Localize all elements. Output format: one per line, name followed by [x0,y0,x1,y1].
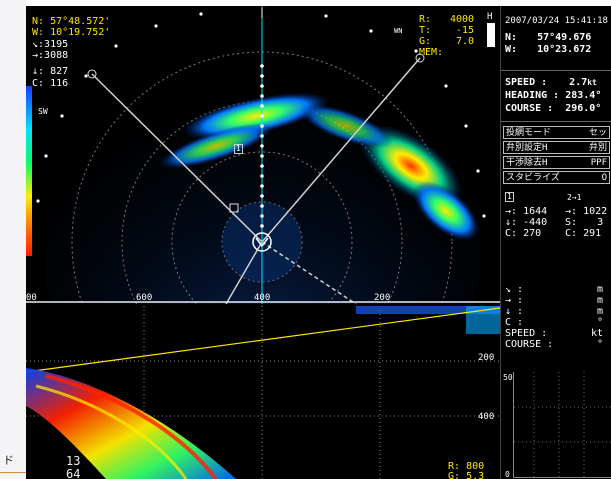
mini-graph-bottom-label: 0 [505,470,510,479]
t2-speed: S: 3 [565,217,604,228]
readout-course: C: 116 [32,78,69,89]
range-label-edge: 00 [26,293,37,303]
depth-label-200: 200 [478,353,495,363]
lower-left-value-a: 13 [66,454,81,468]
menu-interference-rejection[interactable]: 干渉除去H PPF [503,156,610,169]
readout-horiz-dist: →:3088 [32,50,69,61]
sonar-display-graphic [26,6,500,304]
readout-diag-dist: ↘:3195 [32,39,69,50]
range-rings [71,51,453,304]
tilt-label: T: [419,25,432,36]
lat-readout: N: 57°48.572' [32,16,111,27]
t2-horiz: →: 1022 [565,206,608,217]
left-margin-strip: ド [0,0,26,479]
fish-school-echo [26,368,236,479]
net-lines [91,57,421,304]
info-panel: 2007/03/24 15:41:18 N: 57°49.676 W: 10°2… [500,6,611,479]
panel-lat-readout: N: 57°49.676 [505,32,592,43]
range-label-400: 400 [254,293,271,303]
mini-graph [513,372,611,478]
t1-course: C: 270 [505,228,542,239]
own-ship-arrow-icon [255,237,269,248]
net-marker-left[interactable] [87,69,97,79]
net-marker-right[interactable] [415,53,425,63]
circular-sonar-view[interactable]: SW N: 57°48.572' W: 10°19.752' ↘:3195 →:… [26,6,500,304]
echo-patch [412,181,480,241]
lon-readout: W: 10°19.752' [32,27,111,38]
sounder-range-readout: R: 800 [448,461,485,472]
mem-label: MEM: [419,47,444,58]
sounder-gain-readout: G: 5.3 [448,471,485,479]
wn-label: WN [394,27,403,35]
menu-stabilize[interactable]: スタビライズ O [503,171,610,184]
menu-discrimination[interactable]: 弁別設定H 弁別 [503,141,610,154]
fish-school-core [45,374,218,479]
menu-net-mode[interactable]: 投網モード セッ [503,126,610,139]
echo-patch [298,103,394,149]
panel-divider [501,70,611,71]
sw-label: SW [38,107,48,116]
net-speed: SPEED : kt [505,328,604,339]
h-indicator-bar [487,23,495,47]
echo-sounder-view[interactable]: 200 400 R: 800 G: 5.3 13 64 [26,306,500,479]
dot-track [260,64,264,228]
range-label-200: 200 [374,293,391,303]
echo-sounder-graphic [26,306,500,479]
mini-graph-grid [514,372,611,477]
surface-band [356,306,500,314]
own-ship-icon[interactable] [252,232,272,252]
gain-value[interactable]: 7.0 [456,36,475,47]
net-depth-line [26,307,500,373]
range-label: R: [419,14,432,25]
target-marker-1[interactable]: 1 [234,144,243,154]
echo-patch [158,123,274,169]
net-course: C : ° [505,317,604,328]
target2-header: 2→1 [567,193,582,202]
target1-header: 1 [505,192,514,202]
net-diag: ↘ :m [505,284,604,295]
color-scale-bar [26,86,32,256]
depth-label-400: 400 [478,412,495,422]
h-label: H [487,12,493,22]
panel-lon-readout: W: 10°23.672 [505,44,592,55]
heading-readout: HEADING : 283.4° [505,90,602,101]
speed-readout: SPEED : 2.7kt [505,77,597,88]
datetime-readout: 2007/03/24 15:41:18 [505,16,608,26]
edge-character: ド [3,454,14,467]
readout-depth: ↓: 827 [32,66,69,77]
net-depth: ↓ :m [505,306,604,317]
mini-graph-top-label: 50 [503,373,513,382]
course-readout: COURSE : 296.0° [505,103,602,114]
t1-horiz: →: 1644 [505,206,548,217]
sonar-screen: SW N: 57°48.572' W: 10°19.752' ↘:3195 →:… [26,6,611,479]
echo-patch [182,92,330,140]
t1-depth: ↓: -440 [505,217,548,228]
t2-course: C: 291 [565,228,602,239]
net-horiz: → :m [505,295,604,306]
gain-label: G: [419,36,432,47]
fish-school-core [35,384,188,479]
net-course-2: COURSE : ° [505,339,604,350]
edge-underline [0,472,26,473]
lower-left-value-b: 64 [66,467,81,479]
range-value[interactable]: 4000 [450,14,475,25]
outer-dot-ring [36,12,486,218]
panel-divider [501,121,611,122]
range-label-600: 600 [136,293,153,303]
tilt-value[interactable]: -15 [456,25,475,36]
square-marker[interactable] [229,203,239,213]
